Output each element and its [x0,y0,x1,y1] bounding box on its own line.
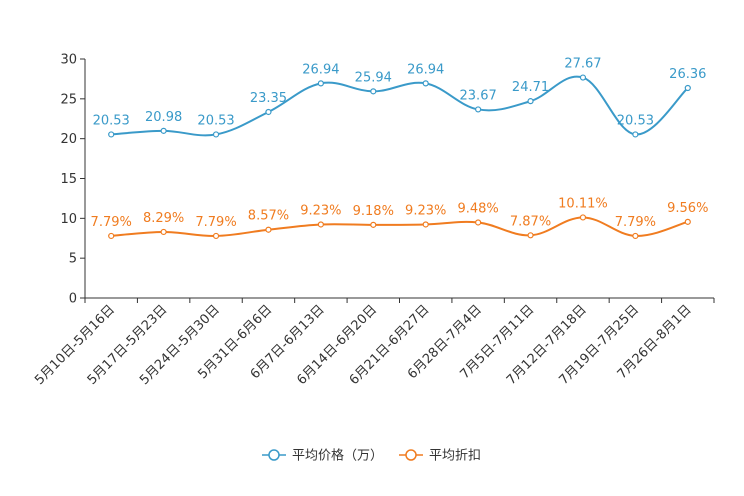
series-0: 20.53 20.98 20.53 23.35 26.94 25.94 26.94 23.67… [93,57,706,138]
data-point [317,221,324,228]
data-label: 9.56% [667,201,708,216]
data-point [317,80,324,87]
data-point [527,232,534,239]
legend-item-1: 平均折扣 [399,449,481,464]
y-tick-label: 0 [69,292,77,307]
y-tick-label: 15 [60,172,77,187]
data-point [265,108,272,116]
data-point [108,131,115,138]
data-point [422,221,429,228]
data-point [370,88,377,95]
data-point [212,232,220,240]
legend-label: 平均价格（万） [292,448,383,464]
data-label: 23.67 [460,88,497,103]
series-line [111,216,689,237]
data-label: 26.94 [302,62,339,77]
x-axis: 5月10日-5月16日5月17日-5月23日5月24日-5月30日5月31日-6… [32,297,715,388]
legend-item-0: 平均价格（万） [262,448,383,464]
data-point [422,80,429,87]
y-tick-label: 10 [60,212,77,227]
series-1: 7.79% 8.29% 7.79% 8.57% 9.23% 9.18% 9.23% 9.48%… [91,196,708,240]
data-point [160,127,167,134]
data-label: 7.79% [195,215,236,230]
y-tick-label: 30 [60,53,77,68]
y-tick-label: 20 [60,132,77,147]
data-point [160,228,167,236]
data-point [579,214,587,221]
data-label: 7.79% [91,215,132,230]
data-point [527,98,534,105]
legend-marker-icon [405,449,417,461]
data-label: 20.53 [93,113,130,128]
data-label: 9.23% [405,203,446,218]
data-label: 26.94 [407,62,444,77]
data-point [108,232,115,240]
y-tick-label: 5 [69,252,77,267]
legend: 平均价格（万） 平均折扣 [262,448,481,464]
data-point [579,74,587,81]
data-label: 25.94 [355,70,392,85]
data-point [475,106,482,113]
data-label: 8.57% [248,209,289,224]
data-point [632,232,639,240]
data-label: 20.53 [197,113,234,128]
data-point [632,131,639,138]
data-label: 20.53 [617,113,654,128]
data-point [212,131,220,138]
data-point [475,219,482,226]
data-point [265,226,272,233]
series-layer: 20.53 20.98 20.53 23.35 26.94 25.94 26.94 23.67… [91,57,708,240]
legend-label: 平均折扣 [429,449,481,464]
y-tick-label: 25 [60,92,77,107]
data-label: 7.87% [510,214,551,229]
data-label: 27.67 [564,57,601,72]
y-axis: 0 5 10 15 20 25 30 [60,53,86,307]
data-label: 23.35 [250,91,287,106]
data-label: 8.29% [143,211,184,226]
data-label: 26.36 [669,67,706,82]
data-label: 9.48% [457,201,498,216]
data-point [684,218,691,225]
data-point [370,221,377,228]
data-label: 9.23% [300,203,341,218]
data-label: 9.18% [353,204,394,219]
legend-marker-icon [268,449,280,461]
data-label: 24.71 [512,80,549,95]
data-label: 7.79% [615,215,656,230]
data-label: 10.11% [558,196,608,211]
data-point [684,84,691,92]
data-label: 20.98 [145,110,182,125]
